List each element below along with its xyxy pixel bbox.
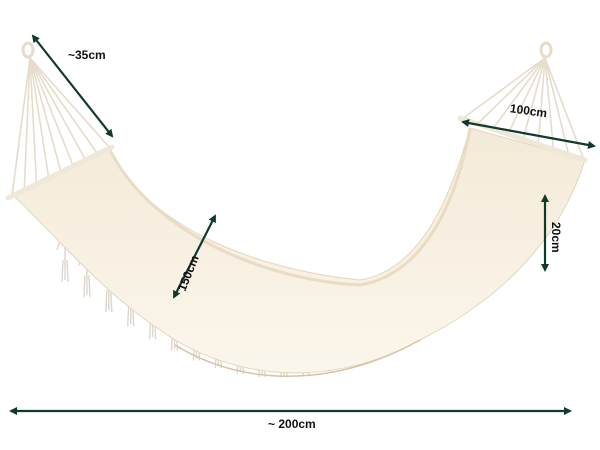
bed-width-arrow <box>173 214 216 299</box>
right-hanging-ring <box>539 41 553 59</box>
rope-strand <box>461 57 546 120</box>
rope-strand <box>29 57 74 167</box>
bar-width-arrow <box>461 119 596 149</box>
bar-width-label: 100cm <box>509 101 548 120</box>
left-spreader-bar <box>5 144 115 201</box>
rope-length-label: ~35cm <box>68 48 106 62</box>
rope-strand <box>23 57 31 191</box>
hammock-fabric <box>13 127 586 374</box>
rope-strand <box>544 57 585 161</box>
left-hanging-ring <box>21 41 35 59</box>
fabric-edge-shadow <box>174 339 421 377</box>
rope-length-arrow <box>31 34 114 138</box>
fabric-fold <box>108 127 472 287</box>
rope-strand <box>544 57 555 150</box>
rope-strand <box>11 57 31 197</box>
rope-strand <box>476 57 546 125</box>
total-length-label: ~ 200cm <box>268 417 316 431</box>
rope-strand <box>491 57 546 130</box>
fringe-height-label: 20cm <box>549 222 563 253</box>
